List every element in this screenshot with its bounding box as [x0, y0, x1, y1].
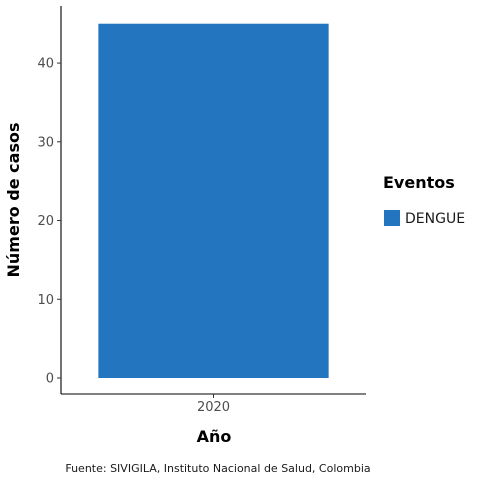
- y-axis-title: Número de casos: [4, 123, 23, 278]
- x-ticks: 2020: [197, 394, 230, 415]
- y-tick-label: 30: [37, 135, 54, 150]
- y-tick-label: 0: [46, 372, 54, 387]
- legend-items: DENGUE: [384, 210, 465, 227]
- bars-layer: [98, 23, 329, 378]
- y-ticks: 0 10 20 30 40: [37, 57, 61, 387]
- y-tick-label: 20: [37, 214, 54, 229]
- legend: Eventos DENGUE: [383, 173, 465, 227]
- caption: Fuente: SIVIGILA, Instituto Nacional de …: [65, 462, 370, 475]
- y-tick-label: 10: [37, 293, 54, 308]
- legend-title: Eventos: [383, 173, 455, 192]
- legend-label: DENGUE: [405, 211, 465, 227]
- y-tick-label: 40: [37, 57, 54, 72]
- legend-swatch: [384, 210, 400, 226]
- bar-dengue-2020: [98, 23, 329, 378]
- x-tick-label: 2020: [197, 400, 230, 415]
- x-axis-title: Año: [197, 427, 232, 446]
